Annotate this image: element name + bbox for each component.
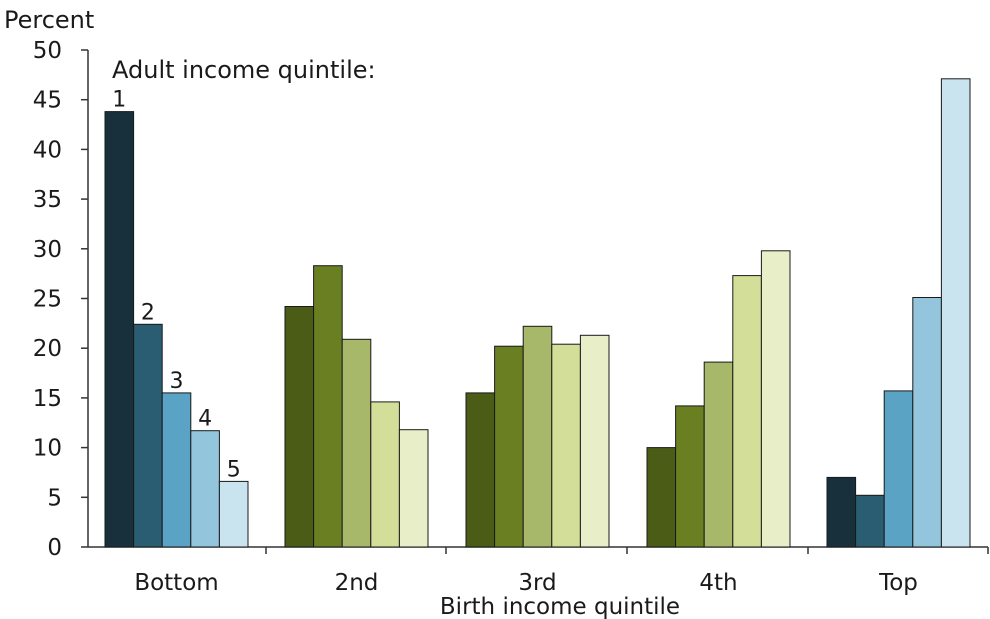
x-tick-label: Bottom xyxy=(134,570,218,596)
bars xyxy=(104,78,971,548)
bar xyxy=(826,476,857,548)
bar xyxy=(104,111,135,548)
bar xyxy=(494,345,524,548)
y-tick-label: 5 xyxy=(47,485,62,511)
x-tick-label: 3rd xyxy=(518,570,556,596)
bar xyxy=(912,297,942,548)
bar xyxy=(218,480,249,548)
bar xyxy=(883,390,914,548)
y-tick-label: 45 xyxy=(33,88,62,114)
y-tick-label: 50 xyxy=(33,38,62,64)
y-tick-label: 20 xyxy=(33,336,62,362)
y-tick-label: 35 xyxy=(33,187,62,213)
bar xyxy=(190,430,220,548)
x-tick-label: Top xyxy=(878,570,918,596)
y-tick-label: 30 xyxy=(33,237,62,263)
series-label: 1 xyxy=(112,88,126,113)
y-axis-label: Percent xyxy=(4,6,94,34)
series-label: 3 xyxy=(170,369,184,394)
bar xyxy=(940,78,971,548)
bar xyxy=(398,429,429,548)
x-tick-label: 2nd xyxy=(335,570,379,596)
y-tick-label: 40 xyxy=(33,137,62,163)
series-label: 2 xyxy=(141,300,155,325)
bar xyxy=(675,405,705,548)
bar xyxy=(313,265,343,548)
bar xyxy=(760,250,791,548)
bar xyxy=(579,334,610,548)
bar xyxy=(522,325,553,548)
bar xyxy=(284,306,315,548)
bar xyxy=(161,392,192,548)
bar xyxy=(341,338,372,548)
bar xyxy=(703,361,734,548)
series-label: 4 xyxy=(198,407,212,432)
bar xyxy=(646,447,677,548)
legend-title: Adult income quintile: xyxy=(112,56,376,84)
x-axis-label: Birth income quintile xyxy=(440,594,680,619)
bar xyxy=(465,392,496,548)
bar xyxy=(551,343,581,548)
series-label: 5 xyxy=(227,457,241,482)
bar xyxy=(133,323,163,548)
y-tick-label: 0 xyxy=(47,535,62,561)
y-tick-label: 10 xyxy=(33,436,62,462)
bar xyxy=(732,275,762,548)
bar xyxy=(370,401,400,548)
x-tick-label: 4th xyxy=(699,570,737,596)
bar xyxy=(855,494,885,548)
y-tick-label: 15 xyxy=(33,386,62,412)
y-tick-label: 25 xyxy=(33,287,62,313)
